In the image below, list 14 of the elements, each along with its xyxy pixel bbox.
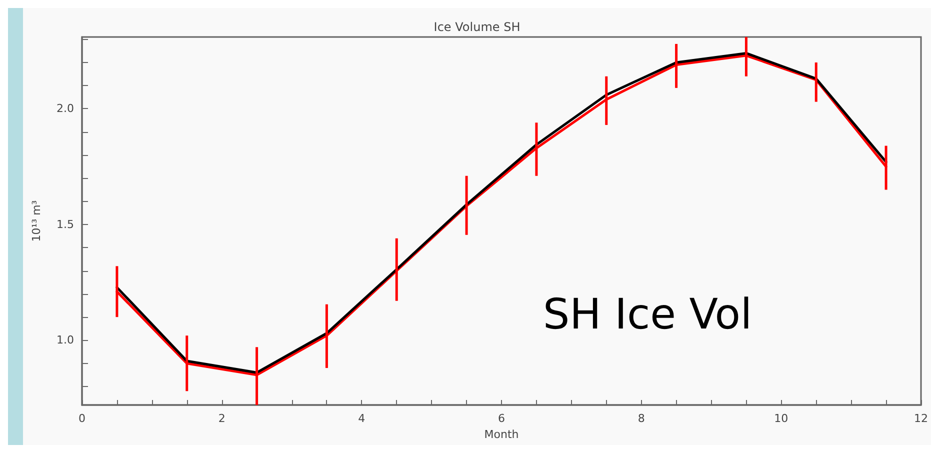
x-tick-label: 12 bbox=[914, 412, 928, 425]
x-tick-label: 2 bbox=[218, 412, 226, 425]
y-tick-label: 1.5 bbox=[56, 218, 74, 231]
annotation: SH Ice Vol bbox=[543, 290, 752, 338]
x-tick-label: 8 bbox=[638, 412, 645, 425]
y-axis-title: 10¹³ m³ bbox=[30, 200, 43, 242]
x-tick-label: 0 bbox=[78, 412, 86, 425]
chart-title: Ice Volume SH bbox=[434, 20, 520, 34]
y-tick-label: 2.0 bbox=[56, 102, 74, 116]
x-axis-title: Month bbox=[484, 428, 519, 441]
x-tick-label: 10 bbox=[774, 412, 788, 425]
y-tick-label: 1.0 bbox=[56, 334, 74, 347]
x-tick-label: 4 bbox=[358, 412, 366, 425]
x-tick-label: 6 bbox=[498, 412, 505, 425]
